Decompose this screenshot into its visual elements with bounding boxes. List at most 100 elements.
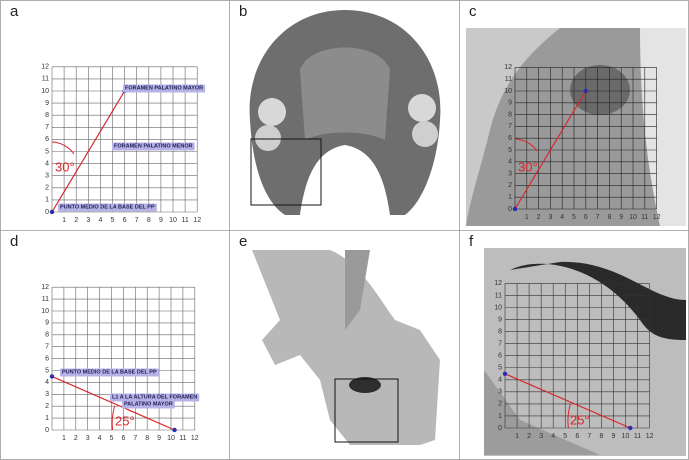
- x-tick-label: 2: [74, 217, 78, 224]
- x-tick-label: 4: [560, 214, 564, 221]
- x-tick-label: 11: [181, 217, 188, 224]
- x-tick-label: 6: [123, 217, 127, 224]
- y-tick-label: 4: [45, 160, 49, 167]
- angle-label: 30°: [55, 159, 75, 174]
- x-tick-label: 3: [539, 433, 543, 440]
- y-tick-label: 11: [505, 76, 512, 83]
- x-tick-label: 6: [584, 214, 588, 221]
- annotation: FORAMEN PALATINO MAYOR: [125, 85, 203, 91]
- panel-label: e: [239, 233, 247, 250]
- x-tick-label: 1: [62, 217, 66, 224]
- landmark-point: [50, 210, 54, 214]
- annotation: PUNTO MEDIO DE LA BASE DEL PP: [60, 204, 155, 210]
- y-tick-label: 6: [498, 353, 502, 360]
- x-tick-label: 6: [121, 435, 125, 442]
- x-tick-label: 9: [159, 217, 163, 224]
- x-tick-label: 1: [62, 435, 66, 442]
- panel-label: f: [469, 233, 474, 250]
- x-tick-label: 10: [629, 214, 637, 221]
- y-tick-label: 10: [41, 88, 49, 95]
- y-tick-label: 3: [45, 391, 49, 398]
- x-tick-label: 5: [111, 217, 115, 224]
- x-tick-label: 12: [653, 214, 661, 221]
- x-tick-label: 8: [147, 217, 151, 224]
- y-tick-label: 5: [45, 367, 49, 374]
- x-tick-label: 5: [563, 433, 567, 440]
- photo-skull-lateral: [252, 250, 440, 445]
- photo-c: [466, 28, 686, 226]
- figure: a011223344556677889910101111121230°FORAM…: [0, 0, 689, 460]
- y-tick-label: 9: [508, 100, 512, 107]
- y-tick-label: 8: [45, 332, 49, 339]
- x-tick-label: 4: [98, 435, 102, 442]
- y-tick-label: 3: [45, 173, 49, 180]
- y-tick-label: 0: [498, 425, 502, 432]
- y-tick-label: 9: [45, 100, 49, 107]
- landmark-point: [513, 207, 517, 211]
- y-tick-label: 4: [498, 377, 502, 384]
- x-tick-label: 11: [641, 214, 648, 221]
- x-tick-label: 7: [596, 214, 600, 221]
- landmark-point: [628, 426, 632, 430]
- y-tick-label: 6: [45, 136, 49, 143]
- x-tick-label: 3: [86, 435, 90, 442]
- x-tick-label: 1: [515, 433, 519, 440]
- x-tick-label: 10: [622, 433, 630, 440]
- x-tick-label: 8: [599, 433, 603, 440]
- panel-label: c: [469, 3, 477, 20]
- y-tick-label: 10: [41, 308, 49, 315]
- x-tick-label: 9: [611, 433, 615, 440]
- x-tick-label: 3: [86, 217, 90, 224]
- landmark-point: [503, 372, 507, 376]
- x-tick-label: 10: [167, 435, 175, 442]
- x-tick-label: 11: [179, 435, 186, 442]
- x-tick-label: 12: [191, 435, 199, 442]
- x-tick-label: 6: [575, 433, 579, 440]
- x-tick-label: 2: [74, 435, 78, 442]
- y-tick-label: 9: [498, 316, 502, 323]
- x-tick-label: 8: [607, 214, 611, 221]
- y-tick-label: 5: [508, 147, 512, 154]
- y-tick-label: 5: [45, 148, 49, 155]
- panel-label: d: [10, 233, 18, 250]
- y-tick-label: 4: [508, 159, 512, 166]
- panel-label: a: [10, 3, 19, 20]
- y-tick-label: 12: [41, 64, 49, 71]
- x-tick-label: 3: [548, 214, 552, 221]
- y-tick-label: 8: [45, 112, 49, 119]
- x-tick-label: 4: [551, 433, 555, 440]
- y-tick-label: 7: [508, 123, 512, 130]
- x-tick-label: 2: [537, 214, 541, 221]
- angle-label: 25°: [570, 412, 590, 427]
- y-tick-label: 9: [45, 320, 49, 327]
- x-tick-label: 12: [193, 217, 201, 224]
- y-tick-label: 1: [45, 415, 49, 422]
- y-tick-label: 8: [498, 328, 502, 335]
- panel-label: b: [239, 3, 247, 20]
- y-tick-label: 3: [508, 170, 512, 177]
- annotation: PALATINO MAYOR: [124, 401, 173, 407]
- photo-palate: [250, 10, 441, 215]
- x-tick-label: 10: [169, 217, 177, 224]
- x-tick-label: 7: [135, 217, 139, 224]
- landmark-point: [584, 89, 588, 93]
- landmark-point: [172, 428, 176, 432]
- y-tick-label: 1: [508, 194, 512, 201]
- y-tick-label: 10: [504, 88, 512, 95]
- y-tick-label: 8: [508, 111, 512, 118]
- y-tick-label: 2: [498, 401, 502, 408]
- angle-label: 30°: [518, 159, 538, 174]
- y-tick-label: 12: [41, 284, 49, 291]
- x-tick-label: 4: [98, 217, 102, 224]
- y-tick-label: 10: [494, 304, 502, 311]
- annotation: L1 A LA ALTURA DEL FORAMEN: [112, 394, 197, 400]
- y-tick-label: 0: [45, 209, 49, 216]
- y-tick-label: 11: [495, 292, 502, 299]
- y-tick-label: 2: [508, 182, 512, 189]
- angle-label: 25°: [115, 413, 135, 428]
- y-tick-label: 6: [45, 355, 49, 362]
- annotation: FORAMEN PALATINO MENOR: [114, 143, 193, 149]
- y-tick-label: 6: [508, 135, 512, 142]
- x-tick-label: 7: [587, 433, 591, 440]
- x-tick-label: 7: [133, 435, 137, 442]
